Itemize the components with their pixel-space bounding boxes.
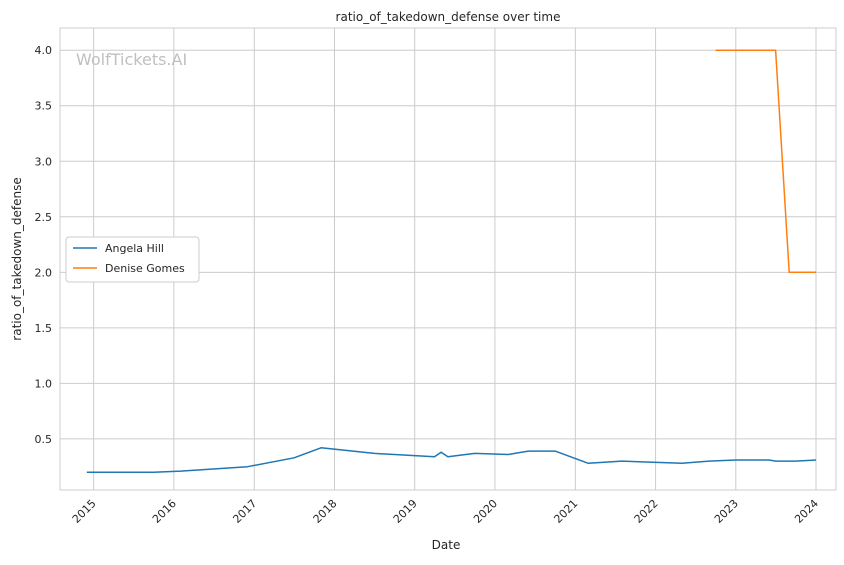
y-tick-label: 3.5 xyxy=(35,100,53,113)
y-tick-label: 0.5 xyxy=(35,433,53,446)
series-line-denise-gomes xyxy=(715,49,816,274)
y-tick-label: 1.0 xyxy=(35,377,53,390)
x-tick-label: 2017 xyxy=(230,497,259,526)
legend-label-angela-hill: Angela Hill xyxy=(105,242,164,255)
x-tick-label: 2018 xyxy=(311,497,340,526)
legend-box xyxy=(65,236,200,283)
legend: Angela Hill Denise Gomes xyxy=(65,236,200,283)
plot-frame xyxy=(59,27,837,491)
x-tick-label: 2022 xyxy=(632,497,661,526)
x-tick-label: 2016 xyxy=(150,497,179,526)
x-tick-label: 2020 xyxy=(471,497,500,526)
y-tick-label: 3.0 xyxy=(35,155,53,168)
y-tick-label: 1.5 xyxy=(35,322,53,335)
x-axis-label: Date xyxy=(432,538,461,552)
x-tick-label: 2024 xyxy=(792,497,821,526)
y-tick-label: 2.0 xyxy=(35,266,53,279)
series-line-angela-hill xyxy=(86,447,817,473)
y-tick-label: 2.5 xyxy=(35,211,53,224)
x-tick-label: 2019 xyxy=(391,497,420,526)
y-tick-label: 4.0 xyxy=(35,44,53,57)
x-tick-label: 2015 xyxy=(70,497,99,526)
chart-title: ratio_of_takedown_defense over time xyxy=(336,10,561,24)
x-tick-label: 2023 xyxy=(712,497,741,526)
watermark: WolfTickets.AI xyxy=(76,50,187,69)
y-axis-label: ratio_of_takedown_defense xyxy=(10,177,24,340)
legend-label-denise-gomes: Denise Gomes xyxy=(105,262,185,275)
x-tick-label: 2021 xyxy=(551,497,580,526)
series-layer xyxy=(86,49,817,473)
